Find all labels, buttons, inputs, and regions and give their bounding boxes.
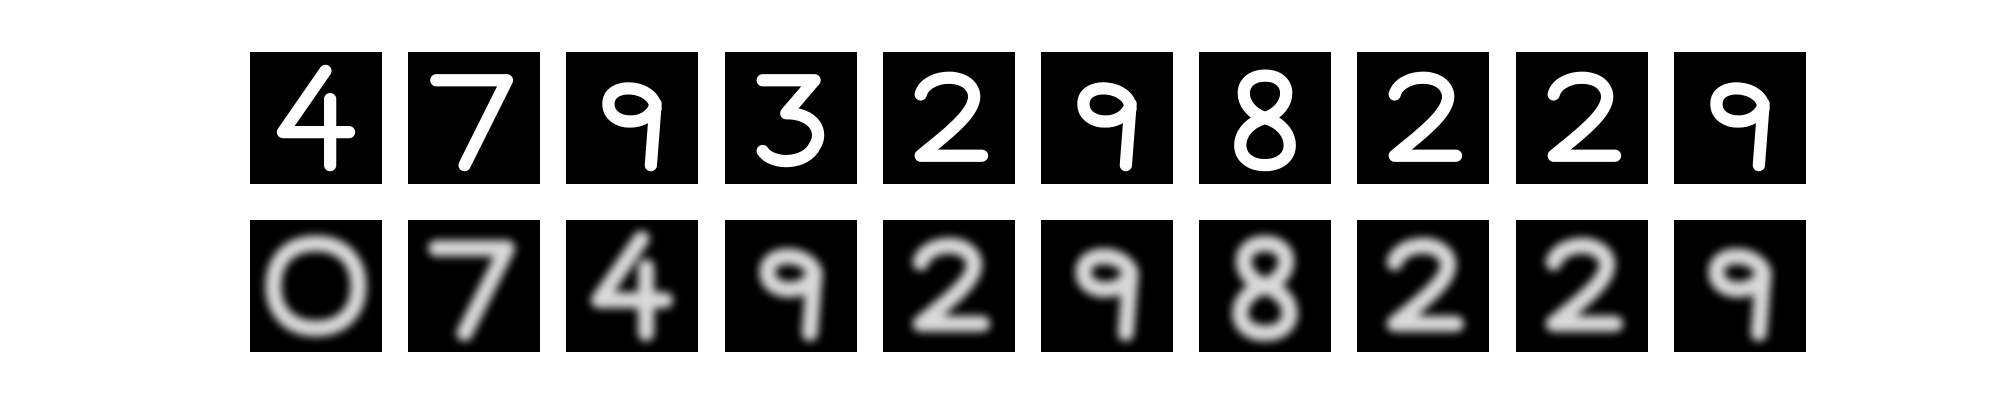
reconstruction-digit-tile [566,220,699,352]
reconstruction-digit-tile [1357,220,1490,352]
reconstruction-digit-tile [408,220,541,352]
original-digit-tile [882,52,1015,184]
original-digit-image [756,74,824,168]
reconstruction-digit-image [591,230,674,342]
original-digit-tile [408,52,541,184]
reconstruction-digit-image [1545,237,1623,332]
original-digit-image [1388,71,1463,162]
reconstruction-digit-image [1232,235,1298,342]
original-digit-image [1710,82,1770,172]
original-digit-image [602,82,663,172]
original-digit-image [430,74,514,172]
original-digit-tile [1041,52,1173,184]
original-digit-tile [1673,52,1806,184]
reconstruction-digit-image [1387,237,1465,332]
original-digit-image [1234,69,1296,172]
reconstruction-digit-tile [1515,220,1648,352]
reconstruction-digit-tile [250,220,382,352]
original-digit-image [276,64,356,172]
original-digit-tile [566,52,699,184]
reconstruction-digit-tile [1041,220,1173,352]
original-digit-tile [1199,52,1332,184]
original-digit-tile [1357,52,1490,184]
reconstruction-digit-tile [882,220,1015,352]
reconstruction-digit-image [759,248,823,342]
reconstruction-digit-image [428,240,516,342]
reconstruction-digit-tile [1199,220,1332,352]
original-digit-tile [724,52,857,184]
reconstruction-digit-image [1708,248,1772,342]
reconstruction-digit-image [265,235,367,337]
reconstruction-digit-image [1075,248,1139,342]
reconstruction-digit-tile [724,220,857,352]
original-digit-tile [250,52,382,184]
reconstruction-digit-image [912,237,990,332]
original-digit-image [1077,82,1137,172]
original-digit-image [914,71,988,162]
reconstruction-digit-tile [1673,220,1806,352]
original-digit-image [1547,71,1621,162]
original-digit-tile [1515,52,1648,184]
